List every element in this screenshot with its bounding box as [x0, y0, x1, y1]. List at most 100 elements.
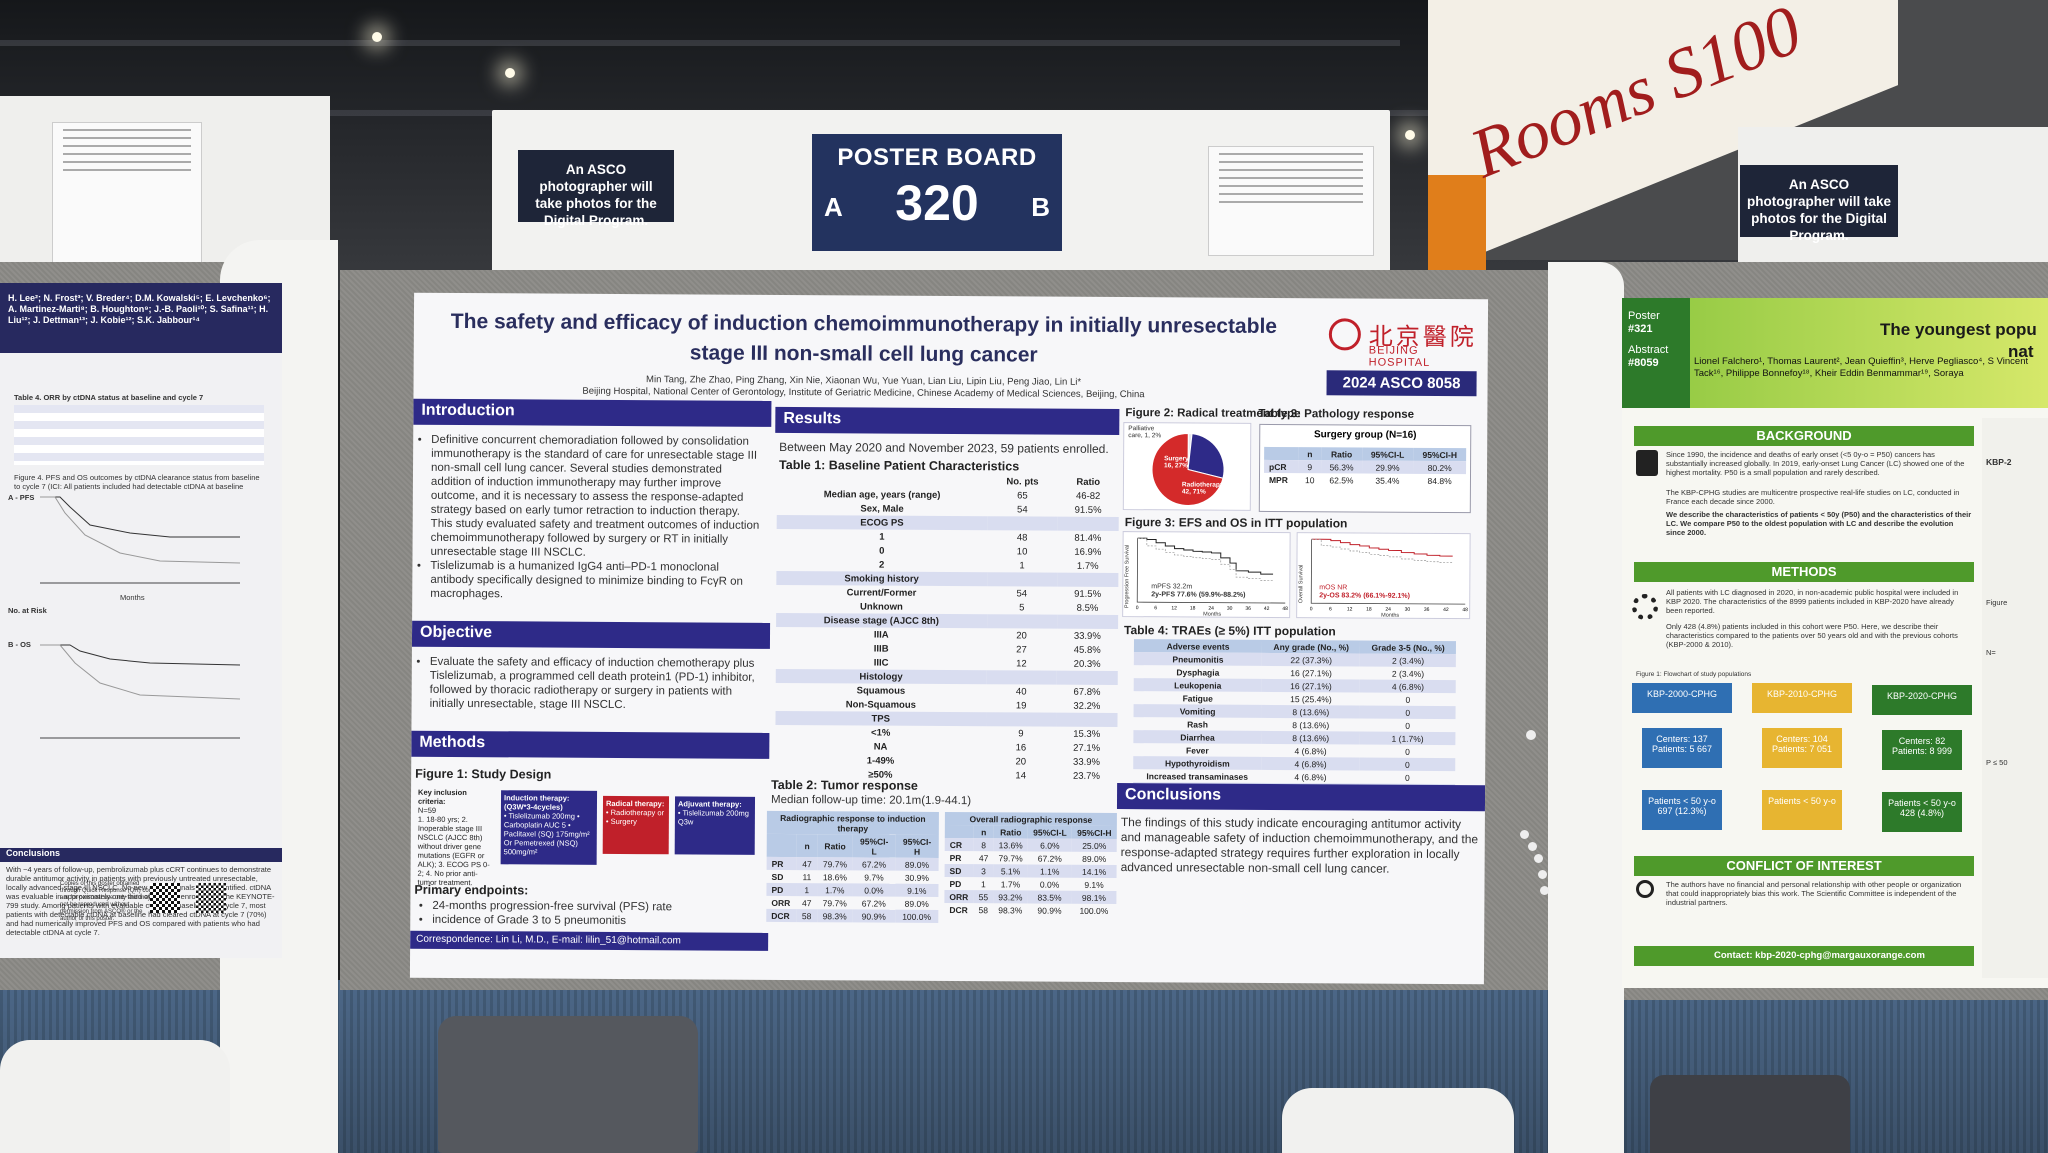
methods-heading-right: METHODS: [1634, 562, 1974, 582]
table-cell: 1.1%: [1027, 864, 1072, 878]
table-cell: 47: [801, 897, 812, 908]
table-cell: [1057, 516, 1119, 532]
km-axes: [1136, 538, 1286, 604]
qr-code[interactable]: [150, 883, 180, 913]
pie-label-surgery: Surgery, 16, 27%: [1164, 455, 1191, 470]
conclusions-heading: Conclusions: [1116, 783, 1486, 812]
table-cell: 9: [1018, 727, 1024, 739]
poster-board-sign: POSTER BOARD 320 A B: [812, 134, 1062, 251]
os-curve-svg: 0 6 12 18 24 30 36 42 48: [1310, 538, 1468, 613]
table-cell: 56.3%: [1321, 460, 1362, 474]
table-cell: [986, 572, 1058, 587]
poster-number: #321: [1628, 323, 1653, 335]
table-cell: 91.5%: [1074, 588, 1102, 600]
table-cell: 10: [1016, 545, 1028, 557]
table-cell: 8: [973, 838, 994, 852]
table-header-cell: Ratio: [1321, 447, 1362, 461]
table-header-cell: No. pts: [1006, 475, 1039, 488]
table-cell: 89.0%: [895, 857, 939, 871]
table-cell: 4 (6.8%): [1294, 771, 1327, 782]
table-cell: 22 (37.3%): [1261, 652, 1361, 667]
results-intro: Between May 2020 and November 2023, 59 p…: [779, 439, 1109, 456]
km-tick-label: 24: [1385, 607, 1391, 613]
os-km-chart: 0 6 12 18 24 30 36 42 48 Overall Survival mOS NR…: [1296, 532, 1471, 620]
os-xlabel: Months: [1381, 612, 1400, 619]
beijing-hospital-logo: 北京醫院 BEIJING HOSPITAL: [1328, 318, 1479, 369]
criteria-list: 1. 18-80 yrs; 2. Inoperable stage III NS…: [417, 814, 490, 888]
table-cell: [986, 670, 1057, 685]
table-cell: 47: [796, 857, 818, 871]
table-header-cell: 95%CI-H: [895, 834, 939, 858]
table-cell: [1056, 572, 1119, 588]
os-ylabel: Overall Survival: [1298, 564, 1305, 604]
table-header-cell: Any grade (No., %): [1262, 639, 1361, 654]
km-tick-label: 18: [1190, 605, 1196, 611]
main-poster: The safety and efficacy of induction che…: [409, 292, 1489, 985]
left-conclusions-heading: Conclusions: [0, 848, 282, 862]
conclusions-text: The findings of this study indicate enco…: [1120, 815, 1479, 876]
table-cell: 80.2%: [1413, 460, 1467, 475]
table-cell: Current/Former: [846, 586, 917, 599]
table-cell: 0: [1405, 746, 1410, 757]
table-cell: 8 (13.6%): [1292, 719, 1330, 730]
table-row: PR 47 79.7% 67.2% 89.0%: [945, 851, 1117, 865]
table-cell: 81.4%: [1074, 532, 1102, 544]
table-cell: Increased transaminases: [1146, 770, 1249, 782]
pie-label-palliative: Palliative care, 1, 2%: [1128, 425, 1162, 440]
flowchart-title: Figure 1: Flowchart of study populations: [1636, 671, 1752, 678]
ceiling-light: [1405, 130, 1415, 140]
table-header-cell: Ratio: [993, 825, 1029, 839]
table-row: PD 1 1.7% 0.0% 9.1%: [944, 877, 1116, 891]
adjuvant-box: Adjuvant therapy: • Tislelizumab 200mg Q…: [674, 796, 756, 855]
table-cell: Hypothyroidism: [1133, 756, 1262, 770]
poster-instructions-sheet: [1208, 146, 1374, 256]
flow-top-2020: KBP-2020-CPHG: [1872, 685, 1972, 715]
table-row: SD 11 18.6% 9.7% 30.9%: [767, 870, 939, 884]
methods-text-2: Only 428 (4.8%) patients included in thi…: [1666, 622, 1958, 649]
table-cell: 0: [879, 545, 885, 557]
qr-code[interactable]: [196, 883, 226, 913]
poster-board-label: POSTER BOARD: [837, 144, 1037, 171]
km-tick-label: 36: [1245, 606, 1251, 612]
km-tick-label: 6: [1154, 605, 1157, 611]
left-pfs-chart: [40, 496, 241, 584]
table-header-cell: n: [796, 834, 818, 858]
flow-top-2000: KBP-2000-CPHG: [1632, 683, 1732, 713]
table-cell: SD: [944, 863, 974, 878]
right-poster-authors: Lionel Falchero¹, Thomas Laurent², Jean …: [1694, 356, 2029, 379]
left-poster-authors: H. Lee²; N. Frost³; V. Breder⁴; D.M. Kow…: [0, 283, 282, 353]
table-cell: 33.9%: [1073, 630, 1101, 642]
table-row: PR 47 79.7% 67.2% 89.0%: [766, 856, 939, 871]
table-cell: IIIB: [873, 643, 889, 655]
table-cell: 0: [1405, 720, 1411, 731]
left-table-title: Table 4. ORR by ctDNA status at baseline…: [14, 393, 204, 402]
background-text-3: We describe the characteristics of patie…: [1666, 510, 1972, 537]
table-cell: 15.3%: [1073, 728, 1101, 740]
table-header-cell: n: [1298, 447, 1322, 461]
table-cell: 58: [796, 909, 817, 923]
table-cell: 0.0%: [1039, 879, 1060, 890]
table-header-cell: 95%CI-L: [1361, 447, 1414, 461]
right-poster-title-2: nat: [2008, 342, 2034, 361]
traes-table: Adverse events Any grade (No., %) Grade 3-…: [1133, 639, 1456, 798]
table-cell: 100.0%: [894, 909, 939, 923]
poster-abstract-badge: Poster #321 Abstract #8059: [1622, 298, 1690, 408]
km-curve: [1137, 537, 1274, 575]
table-cell: 27.1%: [1073, 742, 1101, 754]
km-tick-label: 18: [1366, 607, 1372, 613]
table-cell: 20: [1016, 629, 1027, 641]
introduction-bullet: Tislelizumab is a humanized IgG4 anti–PD…: [430, 559, 761, 603]
table-header-cell: [1264, 446, 1299, 461]
table-cell: 1: [981, 878, 986, 889]
board-post-right: [1548, 262, 1624, 1153]
figure3-title: Figure 3: EFS and OS in ITT population: [1124, 515, 1348, 531]
os-2y: 2y-OS 83.2% (66.1%-92.1%): [1319, 592, 1410, 600]
table-cell: 89.0%: [1082, 853, 1107, 864]
right-poster-title: The youngest popu: [1880, 320, 2037, 339]
km-ci-band: [1311, 538, 1453, 563]
efs-2y: 2y-PFS 77.6% (59.9%-88.2%): [1151, 591, 1246, 599]
table-cell: 5.1%: [993, 864, 1028, 878]
table-cell: 83.5%: [1027, 890, 1072, 904]
table-row: ORR 47 79.7% 67.2% 89.0%: [766, 896, 938, 910]
table1-title: Table 1: Baseline Patient Characteristic…: [779, 457, 1020, 474]
